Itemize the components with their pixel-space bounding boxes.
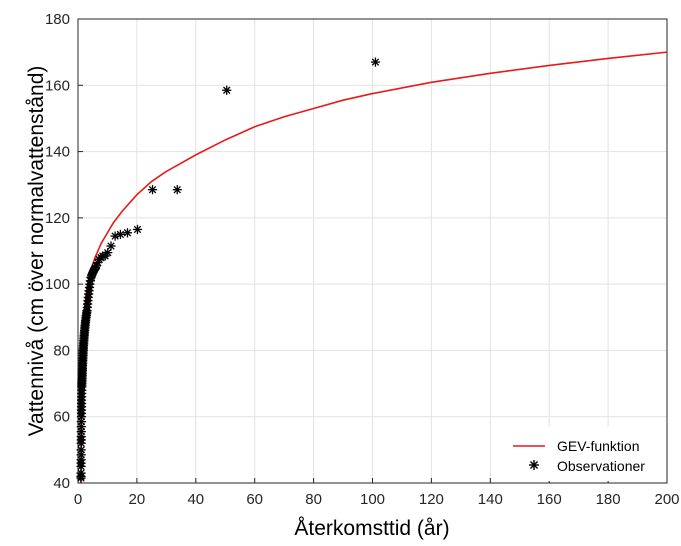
y-tick-label: 60 [53, 409, 70, 426]
y-tick-label: 180 [45, 11, 70, 28]
legend-label-observations: Observationer [557, 458, 645, 474]
x-tick-label: 20 [129, 491, 146, 508]
y-axis-ticks: 40 60 80 100 120 140 160 180 [45, 11, 83, 492]
y-tick-label: 120 [45, 210, 70, 227]
observation-point [132, 224, 143, 235]
y-tick-label: 100 [45, 276, 70, 293]
observation-point [172, 185, 182, 195]
y-tick-label: 160 [45, 77, 70, 94]
y-axis-label: Vattennivå (cm över normalvattenstånd) [25, 66, 48, 437]
x-tick-label: 160 [537, 491, 562, 508]
gev-curve-line [80, 51, 668, 484]
observation-point [147, 185, 158, 195]
observation-point [122, 228, 133, 238]
x-axis-label: Återkomsttid (år) [294, 517, 449, 540]
x-axis-ticks: 0 20 40 60 80 100 120 140 160 180 200 [74, 478, 680, 508]
y-tick-label: 40 [53, 475, 70, 492]
x-tick-label: 80 [305, 491, 322, 508]
x-tick-label: 200 [654, 491, 679, 508]
x-tick-label: 120 [419, 491, 444, 508]
observation-point [93, 258, 103, 268]
x-tick-label: 0 [74, 491, 82, 508]
y-tick-label: 140 [45, 144, 70, 161]
legend-box [503, 427, 665, 481]
observation-point [370, 57, 381, 67]
observation-point [106, 241, 116, 251]
x-tick-label: 180 [596, 491, 621, 508]
legend-label-gev: GEV-funktion [557, 438, 640, 454]
observation-point [222, 85, 232, 95]
x-tick-label: 100 [360, 491, 385, 508]
x-tick-label: 40 [187, 491, 204, 508]
observation-point [76, 438, 86, 448]
observation-point [110, 231, 120, 241]
x-tick-label: 60 [246, 491, 263, 508]
observations-series [76, 57, 381, 483]
x-tick-label: 140 [478, 491, 503, 508]
y-tick-label: 80 [53, 342, 70, 359]
legend-asterisk-icon [529, 460, 539, 470]
grid [77, 18, 668, 484]
series-layer [76, 51, 668, 484]
observation-point [76, 473, 86, 483]
legend: GEV-funktion Observationer [503, 427, 665, 481]
